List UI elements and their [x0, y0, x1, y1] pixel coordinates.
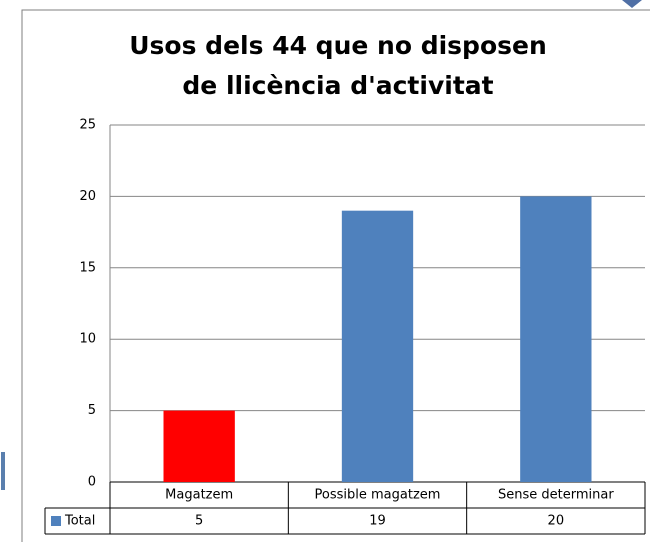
table-value: 5 — [195, 514, 203, 529]
x-tick-label: Magatzem — [165, 488, 233, 503]
y-tick-label: 25 — [79, 118, 96, 133]
y-tick-label: 10 — [79, 332, 96, 347]
legend-label: Total — [64, 514, 95, 529]
table-value: 19 — [369, 514, 386, 529]
legend-key — [51, 516, 61, 526]
chart-title: Usos dels 44 que no disposen de llicènci… — [129, 31, 547, 100]
y-tick-label: 5 — [88, 403, 96, 418]
y-tick-label: 20 — [79, 189, 96, 204]
y-tick-label: 15 — [79, 260, 96, 275]
x-tick-label: Sense determinar — [498, 488, 614, 503]
bar — [341, 210, 414, 482]
bar — [520, 196, 592, 482]
y-tick-label: 0 — [88, 475, 96, 490]
x-tick-label: Possible magatzem — [315, 488, 441, 503]
bar — [163, 410, 235, 482]
side-marker — [1, 452, 5, 490]
table-value: 20 — [548, 514, 565, 529]
corner-marker — [622, 0, 642, 8]
